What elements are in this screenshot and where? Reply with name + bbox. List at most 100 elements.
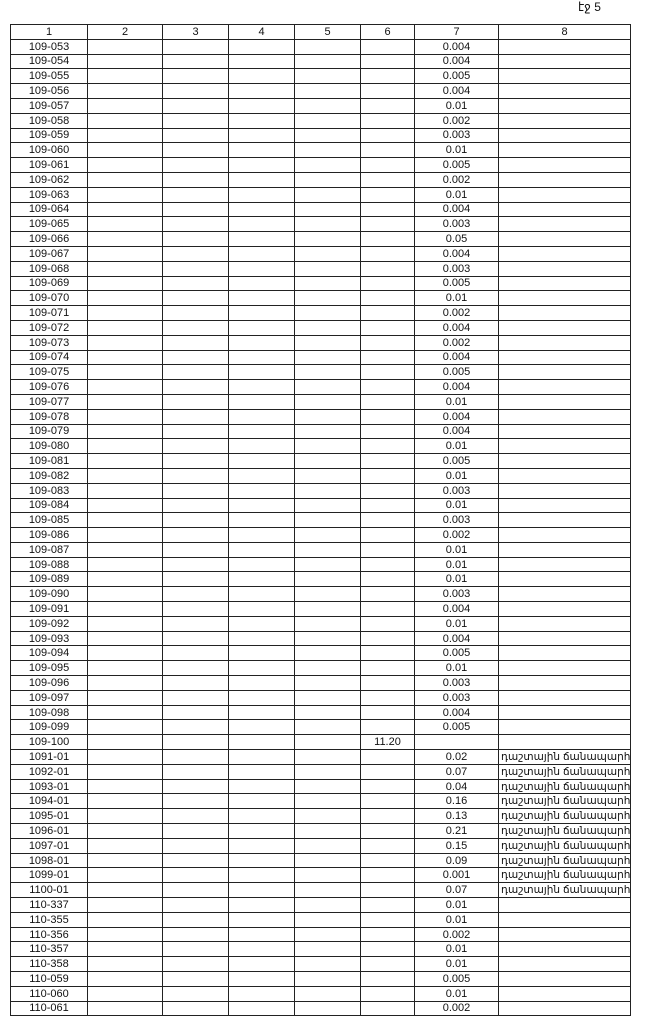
cell: 109-055 xyxy=(10,68,88,85)
cell: 109-099 xyxy=(10,719,88,736)
cell xyxy=(87,231,163,247)
cell: 109-092 xyxy=(10,615,88,632)
cell xyxy=(162,512,229,529)
cell: 109-060 xyxy=(10,142,88,159)
cell xyxy=(228,852,295,869)
cell xyxy=(294,601,361,617)
cell xyxy=(87,467,163,484)
cell: 1095-01 xyxy=(10,808,88,825)
cell xyxy=(498,601,631,617)
cell xyxy=(228,645,295,662)
cell: 109-075 xyxy=(10,364,88,381)
cell xyxy=(87,482,163,499)
cell xyxy=(228,675,295,691)
cell xyxy=(87,527,163,543)
cell xyxy=(498,97,631,114)
row: 109-095 0.01 xyxy=(10,660,631,677)
row: 109-058 0.002 xyxy=(10,112,631,129)
row: 1100-01 0.07 դաշտային ճանապարհ xyxy=(10,882,631,899)
cell: 109-065 xyxy=(10,216,88,233)
cell xyxy=(228,157,295,173)
row: 109-074 0.004 xyxy=(10,349,631,366)
cell xyxy=(360,926,415,943)
cell xyxy=(360,38,415,55)
row: 109-082 0.01 xyxy=(10,467,631,484)
cell: 0.004 xyxy=(414,601,499,617)
row: 109-098 0.004 xyxy=(10,704,631,721)
cell xyxy=(228,897,295,913)
cell xyxy=(87,586,163,603)
row: 110-357 0.01 xyxy=(10,941,631,958)
cell xyxy=(294,556,361,573)
cell: 0.01 xyxy=(414,541,499,558)
cell xyxy=(360,645,415,662)
cell xyxy=(162,245,229,262)
cell xyxy=(294,349,361,366)
cell xyxy=(162,171,229,188)
cell: 109-054 xyxy=(10,53,88,70)
cell xyxy=(498,453,631,469)
cell xyxy=(87,201,163,218)
cell xyxy=(87,660,163,677)
cell: դաշտային ճանապարհ xyxy=(498,763,631,780)
cell xyxy=(360,882,415,899)
cell xyxy=(294,334,361,351)
cell xyxy=(360,749,415,765)
cell xyxy=(228,926,295,943)
cell xyxy=(498,1000,631,1017)
cell: 109-080 xyxy=(10,438,88,455)
cell xyxy=(162,423,229,440)
cell xyxy=(87,423,163,440)
cell xyxy=(360,231,415,247)
cell xyxy=(360,985,415,1002)
row: 109-089 0.01 xyxy=(10,571,631,588)
row: 109-077 0.01 xyxy=(10,393,631,410)
cell: 0.15 xyxy=(414,837,499,854)
cell xyxy=(87,260,163,277)
cell xyxy=(498,334,631,351)
cell xyxy=(294,1000,361,1017)
row: 1097-01 0.15 դաշտային ճանապարհ xyxy=(10,837,631,854)
cell: 0.01 xyxy=(414,941,499,958)
cell: 109-078 xyxy=(10,408,88,425)
cell xyxy=(162,675,229,691)
cell: 0.003 xyxy=(414,689,499,706)
row: 109-078 0.004 xyxy=(10,408,631,425)
cell xyxy=(360,438,415,455)
cell: 1091-01 xyxy=(10,749,88,765)
cell xyxy=(162,438,229,455)
cell xyxy=(294,867,361,884)
cell: 109-090 xyxy=(10,586,88,603)
cell xyxy=(498,512,631,529)
cell xyxy=(360,112,415,129)
cell xyxy=(228,305,295,321)
cell xyxy=(228,956,295,972)
cell xyxy=(294,201,361,218)
cell: 109-085 xyxy=(10,512,88,529)
row: 109-099 0.005 xyxy=(10,719,631,736)
cell: դաշտային ճանապարհ xyxy=(498,823,631,839)
cell xyxy=(498,630,631,647)
cell xyxy=(87,38,163,55)
cell: 0.21 xyxy=(414,823,499,839)
cell xyxy=(87,911,163,928)
cell xyxy=(87,823,163,839)
cell xyxy=(294,260,361,277)
cell xyxy=(360,216,415,233)
cell xyxy=(162,112,229,129)
cell xyxy=(360,260,415,277)
cell xyxy=(162,852,229,869)
cell xyxy=(294,142,361,159)
cell xyxy=(162,808,229,825)
cell xyxy=(360,793,415,810)
cell xyxy=(498,275,631,292)
cell xyxy=(360,704,415,721)
cell xyxy=(87,882,163,899)
cell xyxy=(294,112,361,129)
cell xyxy=(498,290,631,307)
row: 109-079 0.004 xyxy=(10,423,631,440)
cell xyxy=(294,53,361,70)
cell xyxy=(294,319,361,336)
cell xyxy=(162,882,229,899)
row: 110-356 0.002 xyxy=(10,926,631,943)
